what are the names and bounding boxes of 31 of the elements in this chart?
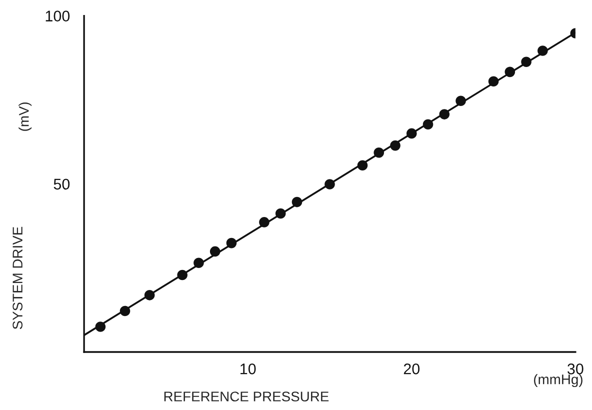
y-tick-label: 50 — [54, 178, 70, 190]
point — [488, 76, 499, 86]
point — [275, 208, 286, 219]
point — [144, 290, 155, 300]
point — [357, 160, 368, 171]
point — [177, 270, 188, 280]
point — [538, 46, 548, 56]
point — [390, 140, 400, 151]
y-tick-label: 100 — [46, 10, 70, 22]
point — [226, 238, 237, 248]
x-tick-label: 20 — [404, 364, 420, 374]
x-tick-label: 30 — [568, 364, 584, 374]
point — [504, 66, 516, 78]
x-tick-label: 10 — [240, 364, 256, 374]
text: (mV) — [18, 102, 32, 131]
point — [210, 246, 220, 257]
point — [324, 179, 335, 190]
point — [292, 196, 302, 208]
point — [120, 306, 130, 316]
point — [259, 217, 270, 228]
point — [422, 119, 434, 130]
text: (mmHg) — [534, 374, 582, 388]
point — [456, 96, 466, 106]
point — [521, 56, 532, 67]
point — [194, 258, 204, 268]
x-axis-title: REFERENCE PRESSURE — [164, 392, 329, 402]
y-axis-title: SYSTEM DRIVE — [12, 226, 22, 330]
point — [95, 322, 106, 332]
point — [406, 128, 417, 139]
point — [374, 147, 384, 158]
point — [439, 109, 450, 120]
